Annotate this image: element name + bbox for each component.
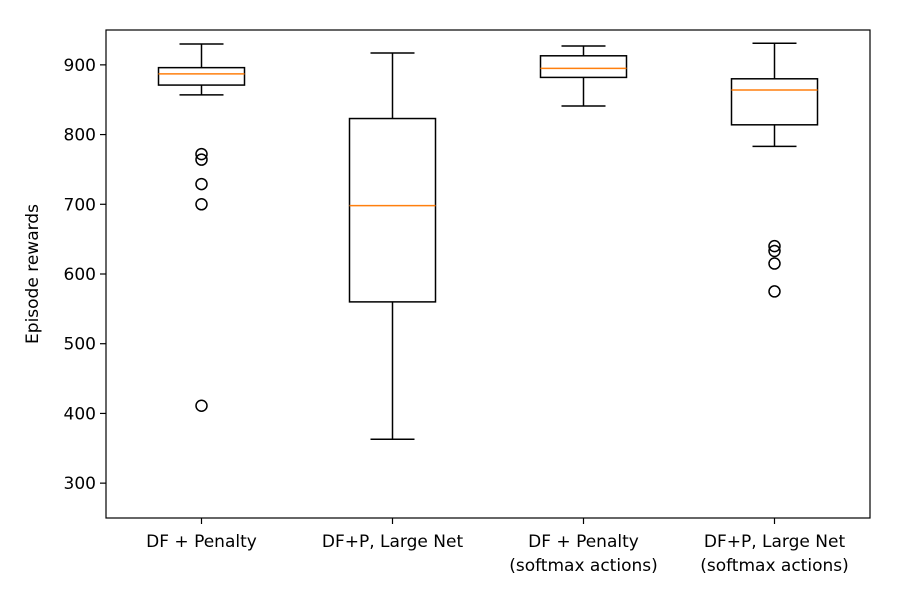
y-tick-label: 600 (64, 265, 96, 285)
plot-frame (105, 29, 871, 519)
box-series-4 (730, 42, 819, 298)
x-tick-label: DF + Penalty (softmax actions) (509, 532, 658, 576)
iqr-box (348, 117, 437, 303)
outlier-point (195, 153, 208, 166)
x-tick-label: DF + Penalty (146, 532, 257, 552)
x-axis: DF + Penalty DF+P, Large Net DF + Penalty(… (146, 518, 849, 576)
iqr-box (157, 66, 246, 86)
outlier-point (195, 147, 208, 161)
boxes-layer (157, 42, 819, 440)
y-tick-label: 500 (64, 335, 96, 355)
y-tick-label: 900 (64, 56, 96, 76)
outlier-point (768, 257, 781, 270)
y-tick-label: 800 (64, 126, 96, 146)
outlier-point (768, 285, 781, 298)
x-tick-label: DF+P, Large Net (softmax actions) (700, 532, 849, 576)
plot-area (106, 30, 870, 518)
box-series-2 (348, 52, 437, 440)
y-axis: 300 400 500 600 700 800 900 (64, 56, 106, 494)
box-series-1 (157, 43, 246, 413)
outlier-point (768, 244, 781, 258)
outlier-point (195, 198, 208, 211)
box-series-3 (539, 45, 628, 107)
y-tick-label: 700 (64, 195, 96, 215)
iqr-box (730, 78, 819, 126)
outlier-point (195, 177, 208, 191)
y-tick-label: 400 (64, 404, 96, 424)
y-axis-label: Episode rewards (23, 204, 43, 344)
y-tick-label: 300 (64, 474, 96, 494)
x-tick-label: DF+P, Large Net (322, 532, 464, 552)
iqr-box (539, 55, 628, 79)
outlier-point (768, 239, 781, 253)
outlier-point (195, 399, 208, 413)
